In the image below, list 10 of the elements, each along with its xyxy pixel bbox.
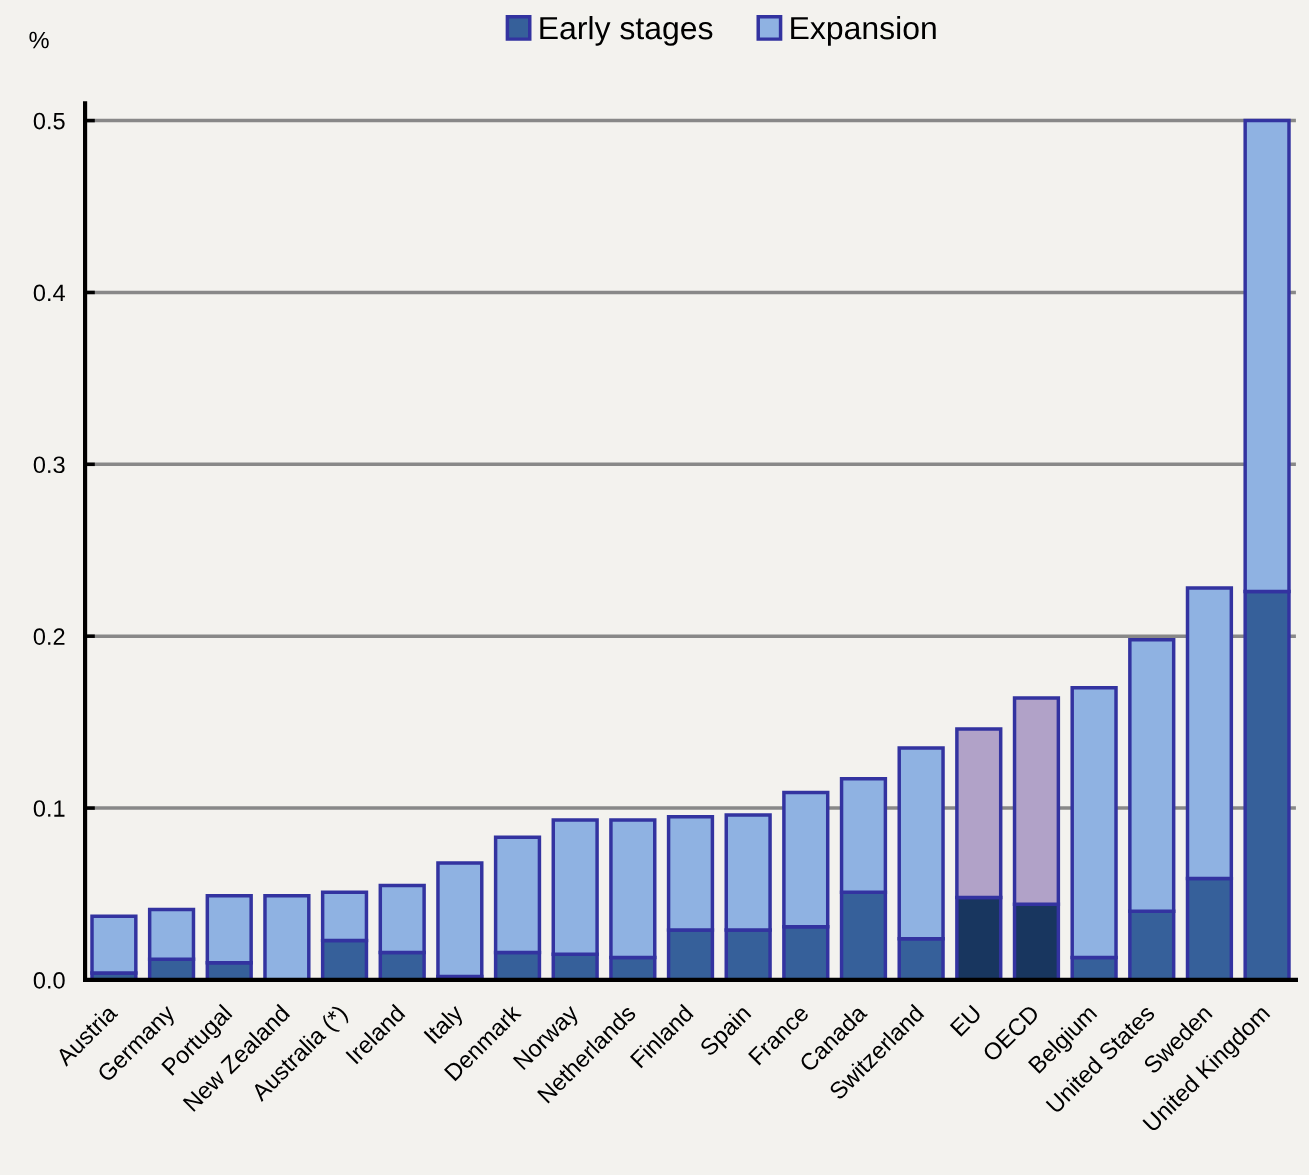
y-tick-label: 0.5	[33, 112, 65, 130]
legend-label: Expansion	[791, 15, 936, 46]
y-tick-label: 0.0	[33, 972, 65, 989]
y-tick-label: 0.1	[33, 800, 65, 817]
y-tick-label: 0.4	[33, 284, 65, 302]
y-axis-title: %	[29, 31, 49, 49]
y-tick-label: 0.3	[33, 456, 65, 474]
legend-label: Early stages	[540, 15, 713, 46]
y-tick-label: 0.2	[33, 628, 65, 645]
x-tick-label: EU	[949, 1004, 982, 1037]
